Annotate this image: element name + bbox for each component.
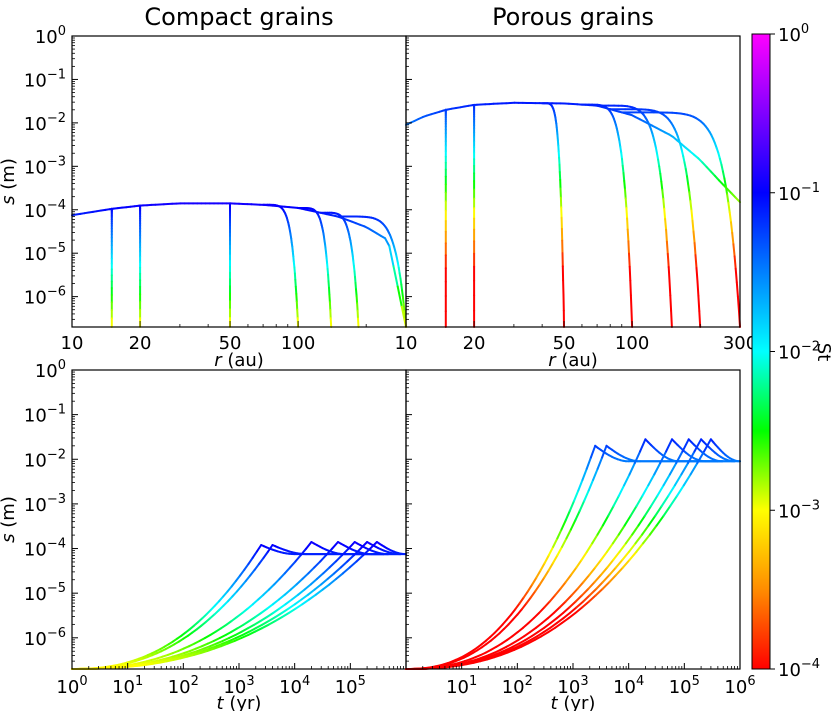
series-line-6 (71, 541, 402, 670)
x-tick-label: 10 (395, 333, 418, 354)
colorbar-tick-label: 100 (778, 22, 809, 46)
y-tick-label: 10−6 (24, 285, 66, 309)
series-line-1 (405, 444, 719, 670)
x-tick-label: 105 (669, 674, 700, 698)
y-tick-label: 10−2 (24, 111, 66, 135)
y-tick-label: 10−3 (24, 154, 66, 178)
chart-panel-bottom-left: 100 10−1 10−2 10−3 10−4 10−5 10−6 100 101 102 103 1… (0, 358, 407, 711)
y-tick-label: 10−1 (24, 403, 66, 427)
x-tick-label: 104 (279, 674, 310, 698)
y-tick-label: 10−3 (24, 492, 66, 516)
colorbar: 100 10−1 10−2 10−3 10−4 St (751, 22, 831, 681)
series-line-4 (262, 203, 300, 328)
x-tick-label: 100 (615, 333, 649, 354)
x-tick-label: 50 (553, 333, 576, 354)
x-tick-label: 103 (223, 674, 254, 698)
y-axis-label: s (m) (0, 496, 19, 543)
y-tick-label: 10−4 (24, 198, 66, 222)
x-tick-label: 103 (557, 674, 588, 698)
envelope-curve (405, 101, 741, 204)
x-axis-label: r (au) (548, 350, 598, 371)
chart-panel-top-right: 10 20 50 100 300 Porous grains r (au) (395, 3, 758, 371)
series-line-6 (319, 211, 360, 328)
y-tick-label: 10−5 (24, 241, 66, 265)
x-axis-label: t (yr) (551, 693, 596, 711)
x-tick-label: 100 (56, 674, 87, 698)
x-tick-label: 300 (723, 333, 757, 354)
y-tick-label: 10−5 (24, 581, 66, 605)
series-line-5 (405, 438, 724, 670)
x-tick-label: 10 (61, 333, 84, 354)
x-tick-label: 20 (129, 333, 152, 354)
y-tick-label: 100 (35, 358, 66, 382)
y-tick-label: 10−1 (24, 67, 66, 91)
x-tick-label: 105 (335, 674, 366, 698)
colorbar-tick-label: 10−4 (778, 657, 820, 681)
series-line-2 (71, 544, 385, 670)
colorbar-tick-label: 10−1 (778, 181, 820, 205)
x-axis-label: r (au) (214, 350, 264, 371)
colorbar-label: St (813, 343, 831, 361)
y-tick-label: 10−4 (24, 537, 66, 561)
y-tick-label: 10−6 (24, 626, 66, 650)
x-tick-label: 50 (219, 333, 242, 354)
series-line-3 (541, 102, 565, 328)
series-line-4 (581, 103, 634, 328)
panel-title: Compact grains (144, 3, 333, 31)
envelope-curve (71, 202, 407, 328)
x-axis-label: t (yr) (217, 693, 262, 711)
y-axis-label: s (m) (0, 158, 19, 205)
axes-frame (405, 35, 741, 328)
chart-panel-bottom-right: 101 102 103 104 105 106 t (yr) (405, 369, 756, 711)
x-tick-label: 20 (463, 333, 486, 354)
x-tick-label: 102 (168, 674, 199, 698)
series-line-7 (620, 111, 741, 328)
series-line-5 (596, 104, 673, 328)
x-tick-label: 106 (724, 674, 755, 698)
y-tick-label: 10−2 (24, 447, 66, 471)
series-line-7 (405, 438, 741, 670)
colorbar-tick-label: 10−2 (778, 340, 820, 364)
axes-frame (405, 369, 741, 670)
series-line-5 (297, 207, 333, 328)
x-tick-label: 104 (613, 674, 644, 698)
panel-title: Porous grains (492, 3, 654, 31)
series-line-1 (71, 544, 385, 670)
series-line-5 (71, 541, 390, 670)
series-line-7 (336, 215, 407, 328)
x-tick-label: 100 (281, 333, 315, 354)
series-line-6 (405, 438, 736, 670)
series-line-2 (405, 444, 719, 670)
x-tick-label: 101 (446, 674, 477, 698)
axes-frame (71, 369, 407, 670)
colorbar-gradient (751, 33, 771, 670)
x-tick-label: 101 (112, 674, 143, 698)
colorbar-tick-label: 10−3 (778, 498, 820, 522)
chart-panel-top-left: 100 10−1 10−2 10−3 10−4 10−5 10−6 10 20 50 100 Comp… (0, 3, 407, 371)
x-tick-label: 102 (502, 674, 533, 698)
series-line-7 (71, 541, 407, 670)
y-tick-label: 100 (35, 24, 66, 48)
